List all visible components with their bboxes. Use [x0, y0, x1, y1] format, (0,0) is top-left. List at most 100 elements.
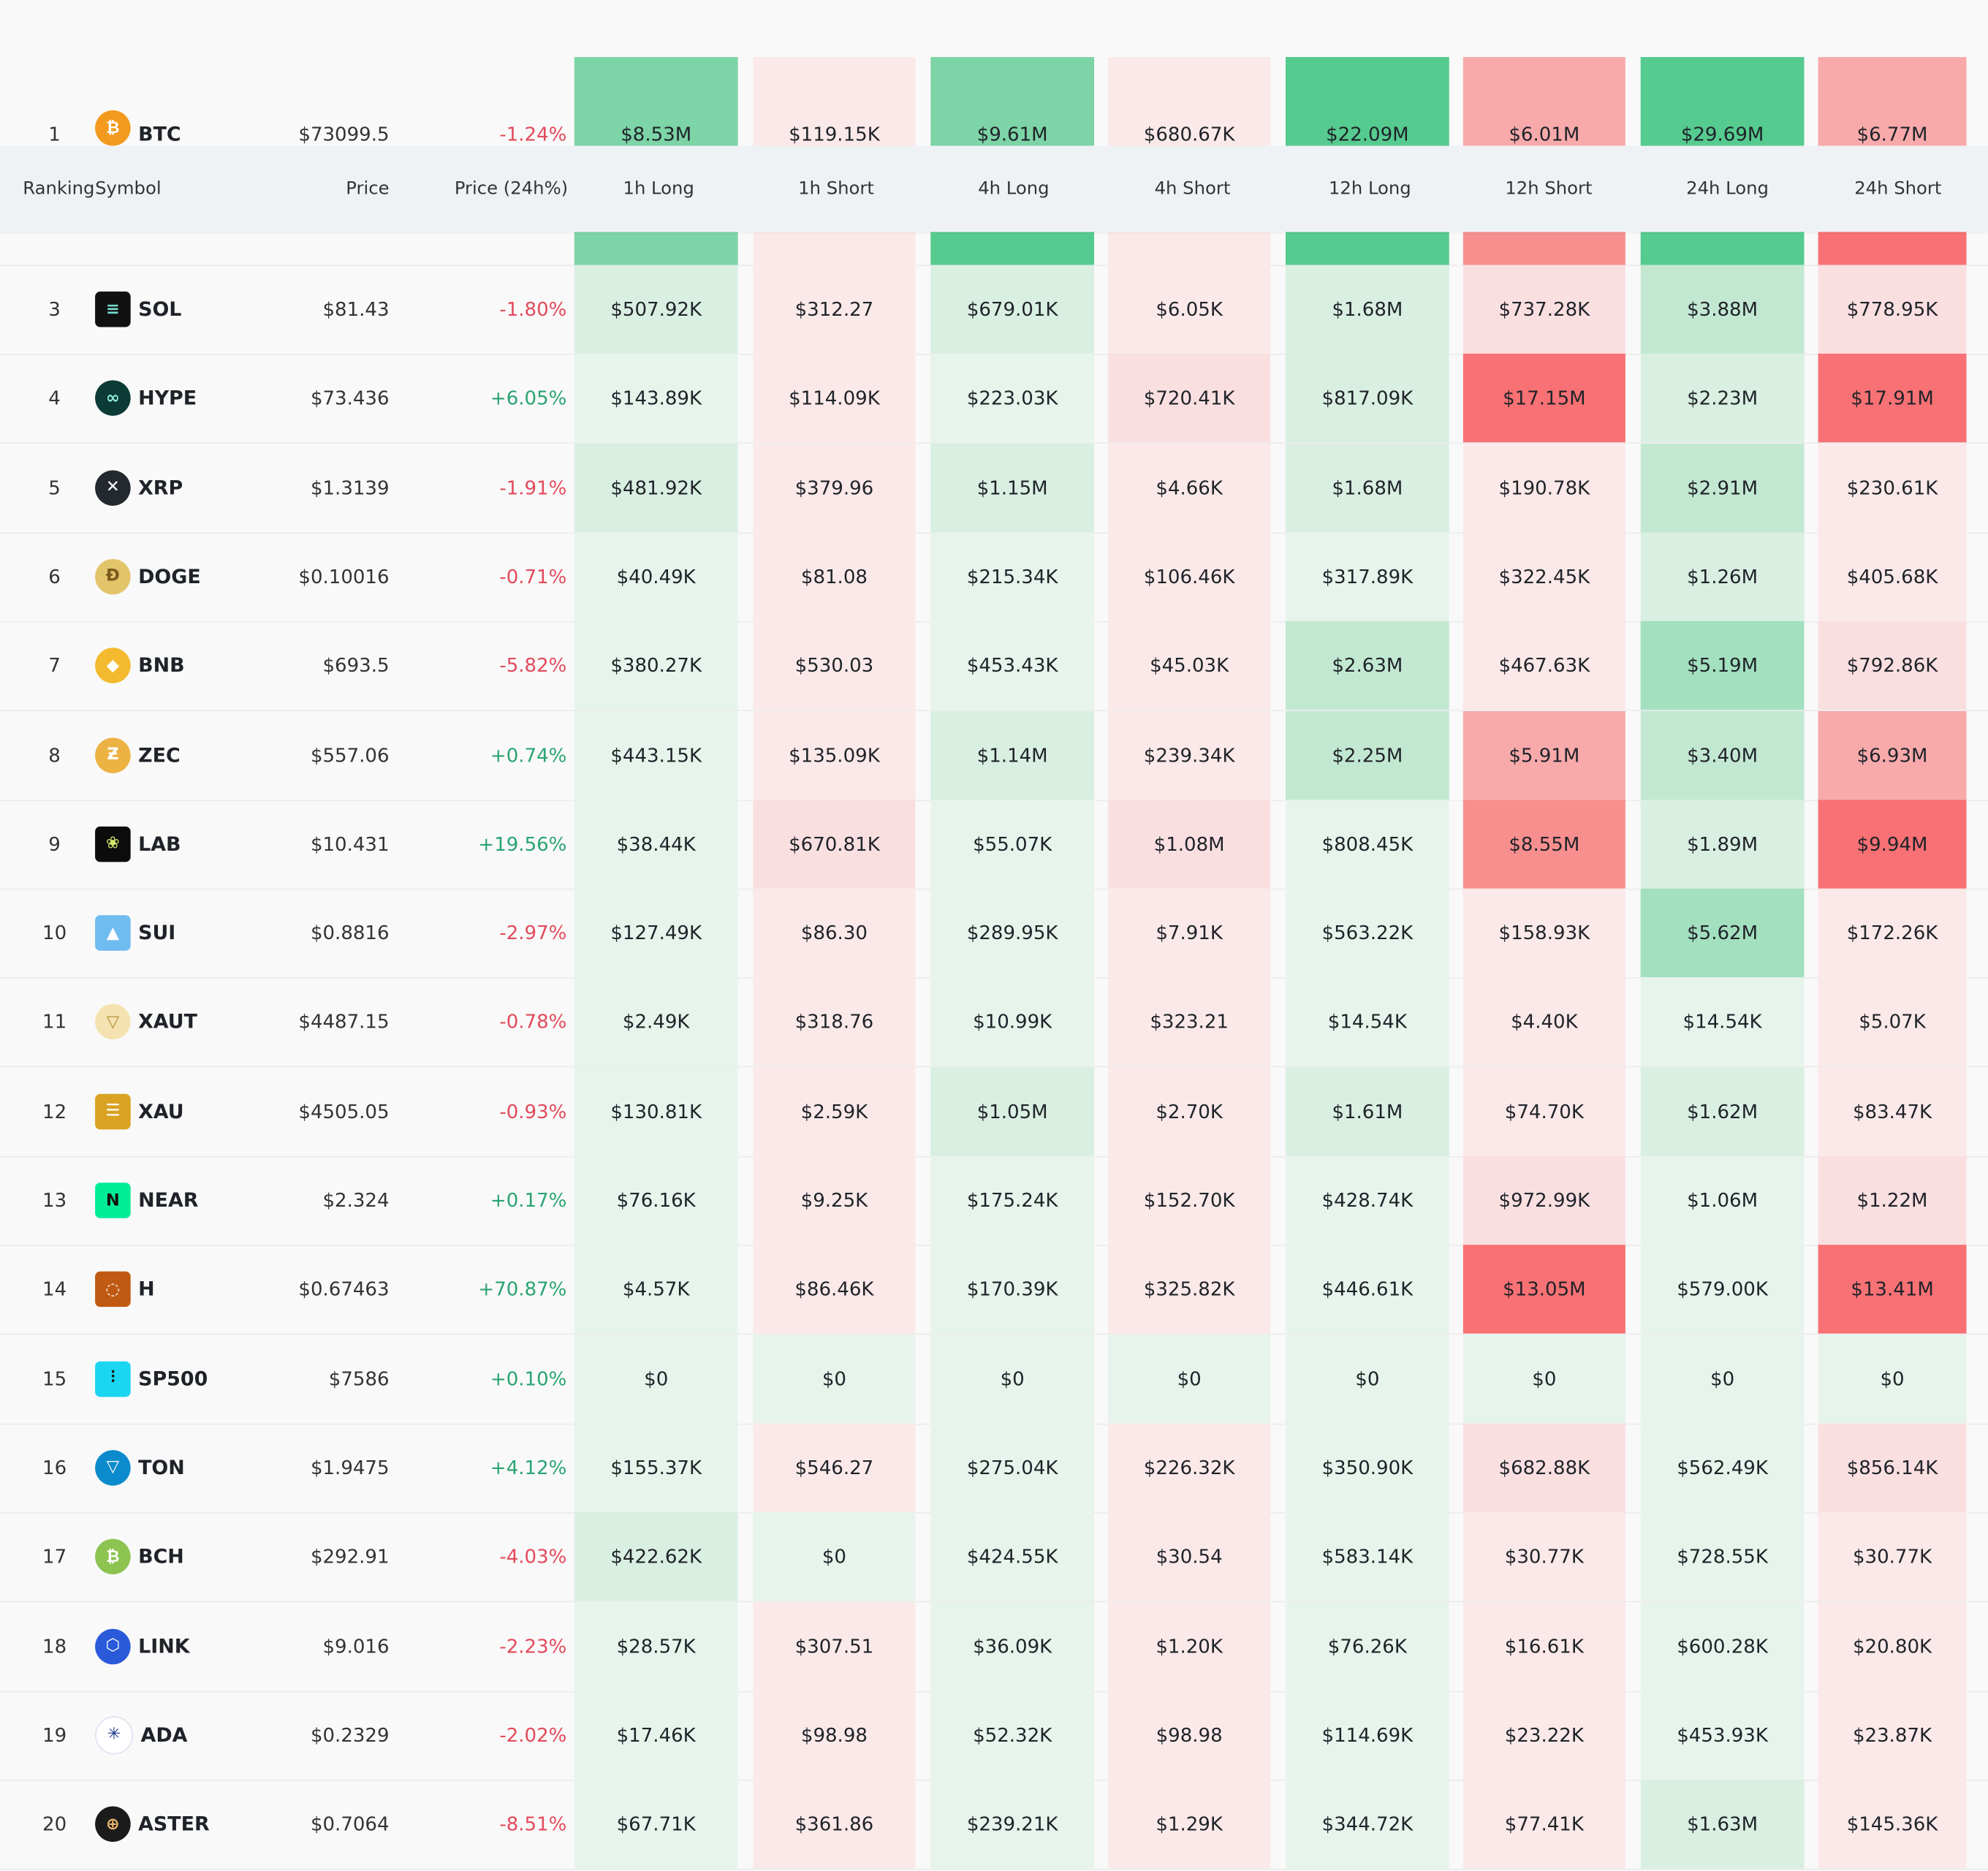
liq-cell-4h-long: $275.04K	[930, 1423, 1095, 1512]
symbol-cell[interactable]: ≡ SOL	[95, 265, 298, 353]
rank-value: 19	[42, 1723, 67, 1747]
table-row[interactable]: $443.15K $135.09K $1.14M $239.34K $2.25M $5.9…	[0, 710, 1988, 801]
col-header-symbol[interactable]: Symbol	[95, 178, 162, 200]
liq-cell-4h-short: $226.32K	[1108, 1423, 1271, 1512]
col-header-price-change[interactable]: Price (24h%)	[454, 178, 569, 200]
symbol-cell[interactable]: ◌ H	[95, 1245, 298, 1334]
col-header-12h-long[interactable]: 12h Long	[1328, 178, 1411, 200]
liq-cell-4h-short: $680.67K	[1108, 57, 1271, 150]
symbol-cell[interactable]: N NEAR	[95, 1156, 298, 1245]
symbol-cell[interactable]: ▽ XAUT	[95, 978, 298, 1066]
table-row[interactable]: $28.57K $307.51 $36.09K $1.20K $76.26K $16.61…	[0, 1601, 1988, 1692]
table-row[interactable]: $481.92K $379.96 $1.15M $4.66K $1.68M $190.78…	[0, 443, 1988, 534]
liq-cell-1h-long: $76.16K	[574, 1155, 738, 1245]
price-value: $693.5	[322, 654, 390, 678]
table-row[interactable]: $38.44K $670.81K $55.07K $1.08M $808.45K $8.5…	[0, 800, 1988, 890]
rank-value: 6	[48, 565, 61, 588]
table-row[interactable]: $67.71K $361.86 $239.21K $1.29K $344.72K $77.…	[0, 1780, 1988, 1870]
liq-cell-24h-long: $1.62M	[1640, 1066, 1805, 1156]
symbol-label: ZEC	[138, 743, 181, 767]
liq-cell-24h-long: $29.69M	[1640, 57, 1805, 150]
liq-cell-1h-long: $4.57K	[574, 1245, 738, 1335]
liq-cell-24h-long: $14.54K	[1640, 977, 1805, 1067]
table-row[interactable]: $127.49K $86.30 $289.95K $7.91K $563.22K $158…	[0, 888, 1988, 979]
symbol-cell[interactable]: ❀ LAB	[95, 800, 298, 888]
liq-cell-12h-short: $17.15M	[1462, 354, 1625, 443]
liq-cell-12h-short: $6.01M	[1462, 57, 1625, 150]
ton-icon: ▽	[95, 1449, 131, 1486]
aster-icon: ⊕	[95, 1806, 131, 1842]
liq-cell-12h-long: $2.63M	[1285, 621, 1449, 710]
table-row[interactable]: $76.16K $9.25K $175.24K $152.70K $428.74K $97…	[0, 1155, 1988, 1246]
col-header-ranking[interactable]: Ranking	[23, 178, 95, 200]
price-change-value: -8.51%	[499, 1813, 567, 1836]
symbol-cell[interactable]: ☰ XAU	[95, 1067, 298, 1155]
symbol-cell[interactable]: ⫶ SP500	[95, 1335, 298, 1423]
col-header-1h-long[interactable]: 1h Long	[623, 178, 694, 200]
liq-cell-24h-short: $30.77K	[1818, 1512, 1967, 1601]
col-header-price[interactable]: Price	[346, 178, 390, 200]
symbol-label: SOL	[138, 297, 182, 321]
liq-cell-12h-short: $322.45K	[1462, 532, 1625, 621]
symbol-label: BTC	[138, 123, 181, 146]
table-row[interactable]: $17.46K $98.98 $52.32K $98.98 $114.69K $23.22…	[0, 1690, 1988, 1781]
symbol-cell[interactable]: ₿ BCH	[95, 1512, 298, 1601]
col-header-4h-short[interactable]: 4h Short	[1154, 178, 1231, 200]
table-row[interactable]: $4.57K $86.46K $170.39K $325.82K $446.61K $13…	[0, 1245, 1988, 1335]
symbol-cell[interactable]: ⬡ LINK	[95, 1601, 298, 1690]
near-icon: N	[95, 1183, 131, 1218]
symbol-cell[interactable]: ◆ BNB	[95, 621, 298, 710]
rank-value: 3	[48, 297, 61, 321]
liq-cell-4h-long: $679.01K	[930, 265, 1095, 354]
liq-cell-1h-long: $507.92K	[574, 265, 738, 354]
table-row[interactable]: $507.92K $312.27 $679.01K $6.05K $1.68M $737.…	[0, 265, 1988, 355]
col-header-24h-long[interactable]: 24h Long	[1686, 178, 1769, 200]
col-header-12h-short[interactable]: 12h Short	[1505, 178, 1593, 200]
price-value: $557.06	[310, 743, 390, 767]
liq-cell-24h-short: $9.94M	[1818, 800, 1967, 889]
liq-cell-4h-long: $424.55K	[930, 1512, 1095, 1601]
table-row[interactable]: $0 $0 $0 $0 $0 $0 $0 $0 15 ⫶ SP500 $7586 +0.10%	[0, 1334, 1988, 1424]
liq-cell-1h-long: $155.37K	[574, 1423, 738, 1512]
symbol-cell[interactable]: ✳ ADA	[95, 1690, 298, 1779]
symbol-cell[interactable]: ✕ XRP	[95, 443, 298, 531]
liq-cell-1h-short: $318.76	[753, 977, 916, 1067]
symbol-label: BNB	[138, 654, 185, 678]
table-row[interactable]: $2.49K $318.76 $10.99K $323.21 $14.54K $4.40K…	[0, 977, 1988, 1069]
table-row[interactable]: $40.49K $81.08 $215.34K $106.46K $317.89K $32…	[0, 532, 1988, 623]
symbol-cell[interactable]: Ð DOGE	[95, 532, 298, 620]
table-row[interactable]: $155.37K $546.27 $275.04K $226.32K $350.90K $…	[0, 1423, 1988, 1514]
table-row[interactable]: $380.27K $530.03 $453.43K $45.03K $2.63M $467…	[0, 621, 1988, 712]
liq-cell-12h-long: $1.61M	[1285, 1066, 1449, 1156]
liq-cell-4h-short: $0	[1108, 1334, 1271, 1424]
price-value: $0.8816	[310, 922, 390, 945]
symbol-cell[interactable]: ₿ BTC	[95, 57, 298, 150]
cardano-icon: ✳	[95, 1716, 134, 1755]
table-row[interactable]: $130.81K $2.59K $1.05M $2.70K $1.61M $74.70K $…	[0, 1066, 1988, 1157]
liq-cell-24h-short: $6.77M	[1818, 57, 1967, 150]
symbol-cell[interactable]: ▽ TON	[95, 1424, 298, 1512]
liq-cell-24h-short: $172.26K	[1818, 888, 1967, 978]
liq-cell-24h-long: $579.00K	[1640, 1245, 1805, 1335]
symbol-cell[interactable]: ▲ SUI	[95, 889, 298, 977]
table-row[interactable]: $8.53M $119.15K $9.61M $680.67K $22.09M $6.01…	[0, 57, 1988, 150]
symbol-cell[interactable]: ⊕ ASTER	[95, 1780, 298, 1868]
liq-cell-24h-long: $453.93K	[1640, 1690, 1805, 1780]
price-change-value: -2.02%	[499, 1723, 567, 1747]
lab-icon: ❀	[95, 826, 131, 862]
liq-cell-1h-long: $17.46K	[574, 1690, 738, 1780]
symbol-cell[interactable]: ∞ HYPE	[95, 354, 298, 442]
symbol-cell[interactable]: Ƶ ZEC	[95, 710, 298, 799]
price-value: $9.016	[322, 1634, 390, 1658]
table-row[interactable]: $422.62K $0 $424.55K $30.54 $583.14K $30.77K $…	[0, 1512, 1988, 1603]
price-change-value: +0.17%	[490, 1188, 567, 1212]
liq-cell-1h-short: $119.15K	[753, 57, 916, 150]
col-header-4h-long[interactable]: 4h Long	[978, 178, 1050, 200]
col-header-1h-short[interactable]: 1h Short	[798, 178, 874, 200]
table-row[interactable]: $143.89K $114.09K $223.03K $720.41K $817.09K…	[0, 354, 1988, 444]
liq-cell-1h-short: $98.98	[753, 1690, 916, 1780]
liq-cell-4h-short: $7.91K	[1108, 888, 1271, 978]
liq-cell-24h-short: $0	[1818, 1334, 1967, 1424]
col-header-24h-short[interactable]: 24h Short	[1854, 178, 1942, 200]
liq-cell-12h-short: $682.88K	[1462, 1423, 1625, 1512]
